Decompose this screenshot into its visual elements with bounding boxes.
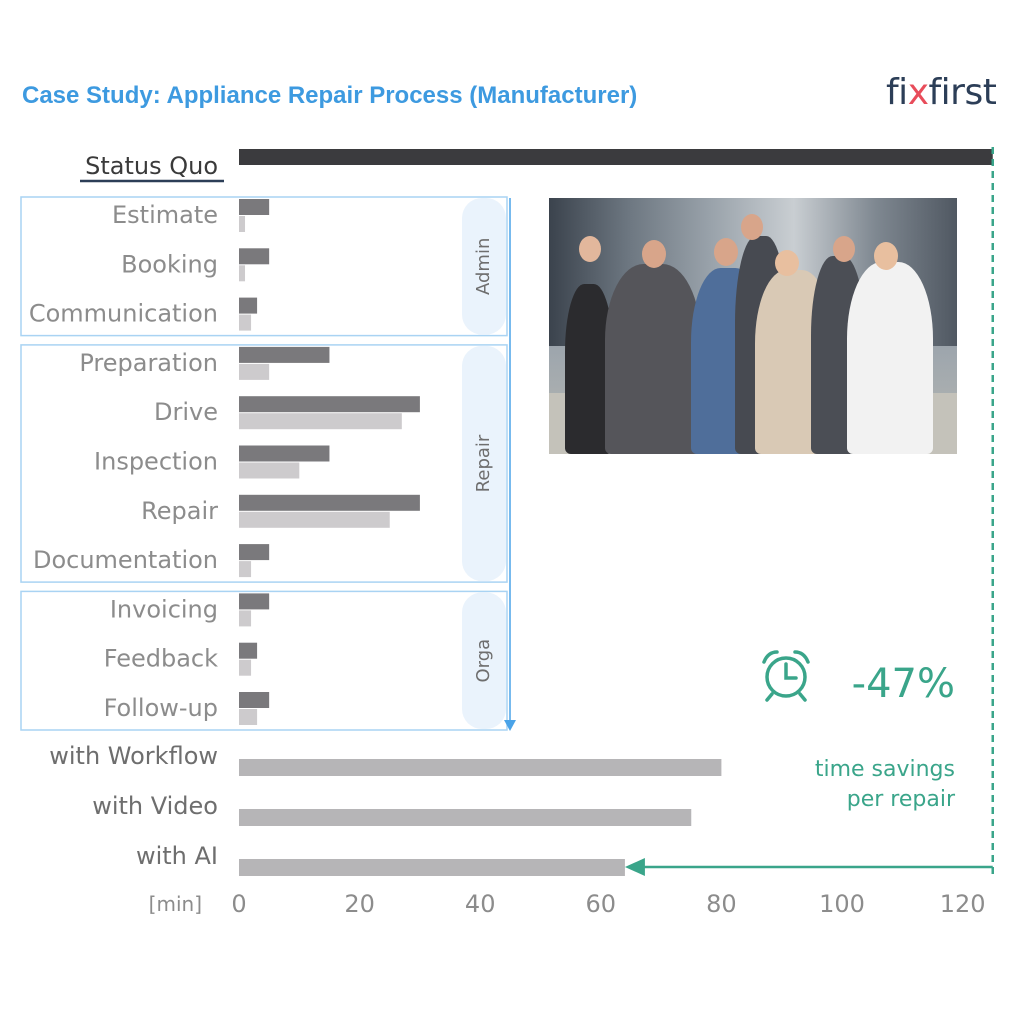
photo-person bbox=[605, 264, 701, 454]
group-box bbox=[20, 344, 508, 583]
category-label: Inspection bbox=[94, 448, 218, 476]
savings-percent: -47% bbox=[852, 661, 955, 707]
bar-dark bbox=[239, 494, 420, 511]
group-pill bbox=[462, 198, 506, 335]
logo-x: x bbox=[907, 72, 929, 113]
bar-dark bbox=[239, 396, 420, 413]
category-label: Feedback bbox=[104, 645, 218, 673]
bar-dark bbox=[239, 593, 270, 610]
alarm-clock-icon bbox=[762, 650, 810, 702]
bar-method bbox=[239, 759, 722, 776]
bar-dark bbox=[239, 297, 258, 314]
bar-light bbox=[239, 659, 252, 676]
bar-light bbox=[239, 216, 246, 232]
tick-label: 0 bbox=[231, 890, 246, 918]
group-box bbox=[20, 590, 508, 731]
method-label: with AI bbox=[136, 842, 218, 870]
group-box bbox=[20, 196, 508, 337]
photo-head bbox=[874, 242, 898, 270]
category-label: Documentation bbox=[33, 546, 218, 574]
bar-light bbox=[239, 363, 270, 380]
category-label: Repair bbox=[141, 497, 218, 525]
bar-light bbox=[239, 462, 300, 479]
tick-label: 120 bbox=[940, 890, 986, 918]
tick-label: 40 bbox=[465, 890, 496, 918]
category-label: Follow-up bbox=[104, 694, 218, 722]
x-axis: [min] 0 20 40 60 80 100 120 bbox=[149, 890, 986, 918]
fixfirst-logo: fixfirst bbox=[886, 72, 997, 113]
group-boxes: Admin Repair Orga bbox=[20, 196, 516, 731]
group-label: Orga bbox=[473, 639, 494, 683]
bar-light bbox=[239, 314, 252, 331]
bar-dark bbox=[239, 248, 270, 265]
photo-head bbox=[775, 250, 799, 276]
bar-method bbox=[239, 859, 625, 876]
bars bbox=[239, 147, 994, 878]
bar-light bbox=[239, 265, 246, 282]
bar-light bbox=[239, 709, 258, 725]
tick-label: 80 bbox=[706, 890, 737, 918]
category-labels: Status Quo Estimate Booking Communication Pr… bbox=[29, 152, 224, 870]
method-label: with Workflow bbox=[49, 742, 218, 770]
bar-dark bbox=[239, 544, 270, 561]
category-label: Booking bbox=[121, 250, 218, 278]
tick-label: 100 bbox=[819, 890, 865, 918]
group-label: Repair bbox=[473, 434, 494, 492]
photo-head bbox=[642, 240, 666, 268]
photo-head bbox=[579, 236, 601, 262]
bar-light bbox=[239, 511, 390, 528]
page-title: Case Study: Appliance Repair Process (Ma… bbox=[22, 82, 638, 109]
category-label: Invoicing bbox=[110, 595, 218, 623]
category-label: Drive bbox=[154, 398, 218, 426]
photo-person bbox=[847, 262, 933, 454]
method-label: with Video bbox=[92, 792, 218, 820]
team-photo bbox=[549, 198, 957, 454]
photo-head bbox=[714, 238, 738, 266]
group-label: Admin bbox=[473, 238, 494, 295]
photo-head bbox=[741, 214, 763, 240]
bar-dark bbox=[239, 346, 330, 363]
category-label: Estimate bbox=[112, 201, 218, 229]
bar-dark bbox=[239, 445, 330, 462]
bar-method bbox=[239, 809, 692, 826]
group-pill bbox=[462, 592, 506, 729]
tick-label: 60 bbox=[586, 890, 617, 918]
bar-light bbox=[239, 561, 252, 578]
photo-head bbox=[833, 236, 855, 262]
bar-dark bbox=[239, 692, 270, 708]
group-pill bbox=[462, 345, 506, 582]
bar-light bbox=[239, 413, 402, 430]
bar-dark bbox=[239, 642, 258, 659]
savings-line-2: per repair bbox=[847, 787, 956, 812]
category-label: Preparation bbox=[79, 349, 218, 377]
bar-status-quo bbox=[239, 149, 993, 165]
unit-label: [min] bbox=[149, 892, 202, 916]
label-status-quo: Status Quo bbox=[85, 152, 218, 180]
group-arrow-head bbox=[504, 720, 516, 731]
tick-label: 20 bbox=[344, 890, 375, 918]
savings-line-1: time savings bbox=[815, 757, 955, 782]
savings-callout: -47% time savings per repair bbox=[762, 650, 956, 812]
savings-arrow-head bbox=[624, 858, 645, 876]
bar-dark bbox=[239, 199, 270, 215]
logo-prefix: fi bbox=[886, 72, 908, 113]
category-label: Communication bbox=[29, 300, 218, 328]
bar-light bbox=[239, 610, 252, 627]
logo-suffix: first bbox=[928, 72, 997, 113]
